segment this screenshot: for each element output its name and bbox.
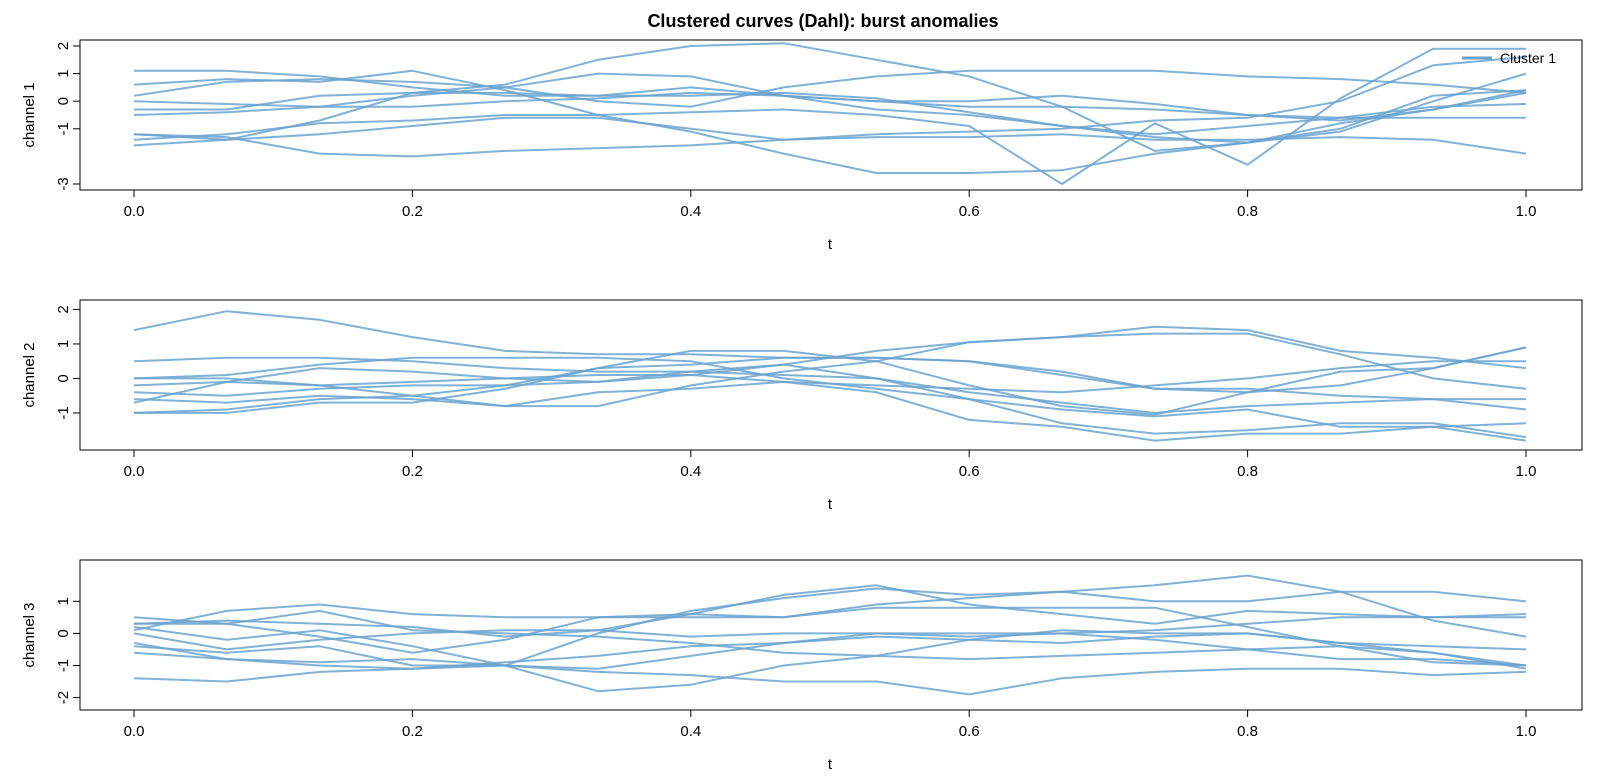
x-tick-label: 0.6 xyxy=(959,203,980,220)
series-line-4 xyxy=(133,56,1527,147)
x-tick-label: 0.2 xyxy=(402,463,423,480)
y-tick-label: 1 xyxy=(55,340,72,348)
x-tick-label: 0.8 xyxy=(1237,203,1258,220)
plot-frame xyxy=(79,559,1583,711)
panel-2: 0.0 0.2 0.4 0.6 0.8 1.0 -1 0 1 2 t channel 2 xyxy=(21,299,1583,513)
y-tick-label: 0 xyxy=(55,374,72,382)
y-tick-label: 1 xyxy=(55,69,72,77)
x-tick-label: 0.2 xyxy=(402,723,423,740)
y-tick-label: -1 xyxy=(55,406,72,419)
x-tick-label: 0.4 xyxy=(680,203,701,220)
series-line-6 xyxy=(134,346,1527,414)
plot-frame xyxy=(79,299,1583,451)
y-tick-label: 1 xyxy=(55,597,72,605)
panel-3: 0.0 0.2 0.4 0.6 0.8 1.0 -2 -1 0 1 t channel 3 xyxy=(21,559,1583,773)
y-tick-label: 0 xyxy=(55,629,72,637)
panel-1: 0.0 0.2 0.4 0.6 0.8 1.0 -3 -1 0 1 2 t channel 1 Clust… xyxy=(21,39,1583,253)
x-tick-label: 1.0 xyxy=(1516,463,1537,480)
x-tick-label: 0.0 xyxy=(124,723,145,740)
y-tick-label: -2 xyxy=(55,691,72,704)
x-axis-label: t xyxy=(828,756,833,773)
series-line-2 xyxy=(133,69,1527,174)
series-line-5 xyxy=(133,632,1527,670)
series-line-10 xyxy=(133,47,1526,185)
x-tick-label: 0.6 xyxy=(959,723,980,740)
figure-title: Clustered curves (Dahl): burst anomalies xyxy=(647,11,998,31)
x-tick-label: 0.0 xyxy=(124,463,145,480)
series-line-1 xyxy=(133,609,1527,667)
x-tick-label: 1.0 xyxy=(1516,203,1537,220)
x-tick-label: 0.8 xyxy=(1237,723,1258,740)
series-line-9 xyxy=(133,616,1526,651)
series-line-3 xyxy=(133,574,1527,667)
y-axis-label: channel 3 xyxy=(21,602,38,667)
y-tick-label: 0 xyxy=(55,97,72,105)
series-line-8 xyxy=(133,363,1527,439)
series-line-7 xyxy=(133,346,1527,416)
x-tick-label: 0.2 xyxy=(402,203,423,220)
y-tick-label: -1 xyxy=(55,659,72,672)
series-line-9 xyxy=(134,91,1527,136)
y-tick-label: -1 xyxy=(55,122,72,135)
x-axis-label: t xyxy=(828,496,833,513)
series-line-8 xyxy=(133,632,1527,683)
series-line-7 xyxy=(133,69,1527,108)
y-tick-label: 2 xyxy=(55,42,72,50)
panels: 0.0 0.2 0.4 0.6 0.8 1.0 -3 -1 0 1 2 t channel 1 Clust… xyxy=(21,39,1583,773)
series-line-6 xyxy=(133,72,1527,144)
series-line-10 xyxy=(134,606,1527,667)
y-axis-label: channel 1 xyxy=(21,82,38,147)
x-tick-label: 0.4 xyxy=(680,463,701,480)
y-tick-label: -3 xyxy=(55,177,72,190)
y-tick-label: 2 xyxy=(55,305,72,313)
x-tick-label: 0.0 xyxy=(124,203,145,220)
series-line-5 xyxy=(133,133,1527,158)
x-tick-label: 0.6 xyxy=(959,463,980,480)
series-line-2 xyxy=(133,584,1527,638)
series-line-7 xyxy=(133,645,1527,696)
x-tick-label: 1.0 xyxy=(1516,723,1537,740)
series-line-9 xyxy=(134,360,1526,394)
x-axis-label: t xyxy=(828,236,833,253)
series-line-4 xyxy=(133,590,1527,632)
series-line-8 xyxy=(133,91,1526,119)
y-axis-label: channel 2 xyxy=(21,342,38,407)
series-line-2 xyxy=(133,356,1527,414)
x-tick-label: 0.4 xyxy=(680,723,701,740)
x-tick-label: 0.8 xyxy=(1237,463,1258,480)
legend-label: Cluster 1 xyxy=(1500,50,1556,66)
series-line-10 xyxy=(133,380,1527,442)
plot-frame xyxy=(79,39,1583,191)
